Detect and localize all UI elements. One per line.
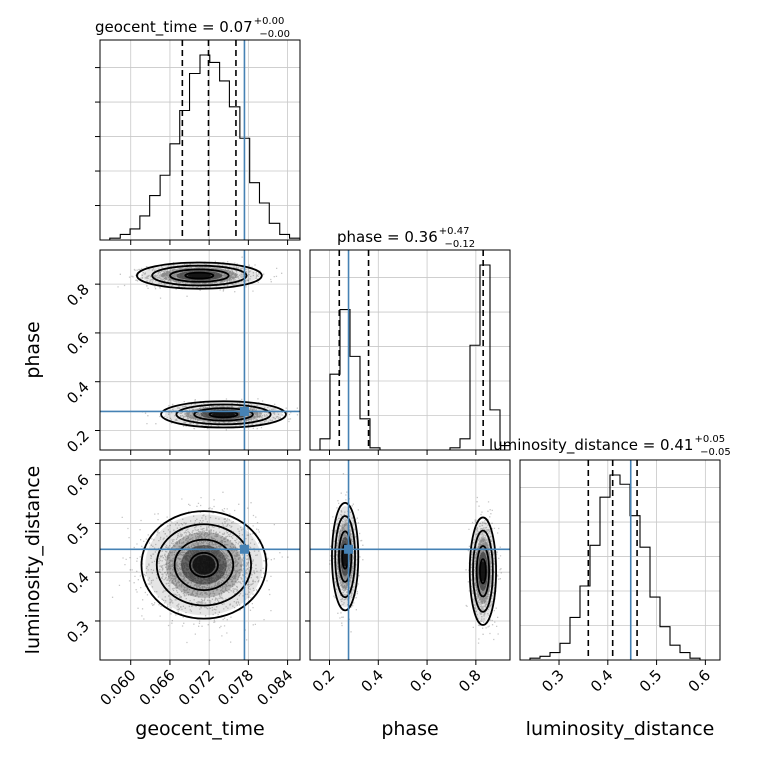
tick-label-geocent_time: 0.060 — [96, 666, 139, 709]
contour-line — [472, 529, 494, 613]
contour-line — [468, 516, 497, 626]
tick-label-luminosity_distance: 0.5 — [636, 666, 666, 696]
contour-line — [334, 515, 356, 599]
tick-label-phase: 0.2 — [309, 666, 339, 696]
panel-border — [99, 459, 301, 661]
tick-label-geocent_time: 0.066 — [136, 666, 179, 709]
density-level — [192, 555, 216, 575]
contour-line — [151, 264, 248, 287]
tick-label-luminosity_distance: 0.5 — [63, 520, 93, 550]
tick-label-phase: 0.4 — [63, 378, 93, 408]
tick-label-phase: 0.2 — [63, 427, 93, 457]
tick-label-phase: 0.8 — [63, 280, 93, 310]
xlabel-phase: phase — [381, 718, 438, 740]
tick-label-luminosity_distance: 0.4 — [587, 666, 617, 696]
truth-marker — [239, 406, 249, 416]
density-level — [212, 411, 236, 417]
panel-hist-geocent_time — [95, 39, 301, 245]
contour-line — [169, 268, 230, 283]
tick-label-luminosity_distance: 0.6 — [63, 471, 93, 501]
ylabel-luminosity-distance: luminosity_distance — [22, 466, 44, 655]
density-level — [480, 561, 486, 582]
contour-line — [475, 545, 490, 598]
contour-line — [193, 407, 254, 422]
title-luminosity-distance: luminosity_distance = 0.41+0.05 −0.05 — [489, 434, 731, 458]
contour-line — [184, 271, 215, 280]
density-level — [187, 273, 211, 279]
tick-label-phase: 0.4 — [358, 666, 388, 696]
contour-line — [173, 538, 235, 592]
panel-phase_vs_geocent_time: 0.2 0.4 0.6 0.8 — [63, 249, 301, 457]
tick-label-luminosity_distance: 0.6 — [685, 666, 715, 696]
tick-label-geocent_time: 0.072 — [175, 666, 218, 709]
xlabel-geocent-time: geocent_time — [135, 718, 264, 740]
truth-marker — [239, 544, 249, 554]
contour-line — [135, 261, 263, 290]
panel-border — [99, 249, 301, 451]
contour-line — [338, 530, 353, 583]
contour-line — [189, 551, 219, 578]
panel-hist-phase — [309, 249, 511, 455]
histogram-luminosity_distance — [520, 474, 720, 661]
panel-border — [99, 39, 301, 241]
tick-label-geocent_time: 0.078 — [214, 666, 257, 709]
panel-hist-luminosity_distance: 0.3 0.4 0.5 0.6 — [519, 459, 721, 696]
tick-label-luminosity_distance: 0.3 — [538, 666, 568, 696]
xlabel-luminosity-distance: luminosity_distance — [526, 718, 715, 740]
tick-label-luminosity_distance: 0.4 — [63, 568, 93, 598]
panel-border — [519, 459, 721, 661]
ylabel-phase: phase — [22, 321, 44, 378]
tick-label-phase: 0.6 — [63, 329, 93, 359]
title-geocent-time: geocent_time = 0.07+0.00 −0.00 — [95, 16, 290, 40]
panel-luminosity_distance_vs_phase: 0.2 0.4 0.6 0.8 — [305, 459, 511, 696]
tick-label-luminosity_distance: 0.3 — [63, 617, 93, 647]
title-phase: phase = 0.36+0.47 −0.12 — [337, 226, 475, 250]
histogram-geocent_time — [100, 54, 301, 241]
tick-label-phase: 0.6 — [406, 666, 436, 696]
contour-line — [160, 400, 287, 429]
contour-line — [479, 558, 487, 585]
panel-border — [309, 459, 511, 661]
tick-label-geocent_time: 0.084 — [253, 666, 296, 709]
tick-label-phase: 0.8 — [455, 666, 485, 696]
panel-border — [309, 249, 511, 451]
contour-line — [175, 403, 272, 426]
truth-marker — [344, 544, 354, 554]
contour-line — [155, 523, 252, 607]
contour-line — [331, 501, 360, 612]
contour-line — [140, 510, 268, 620]
